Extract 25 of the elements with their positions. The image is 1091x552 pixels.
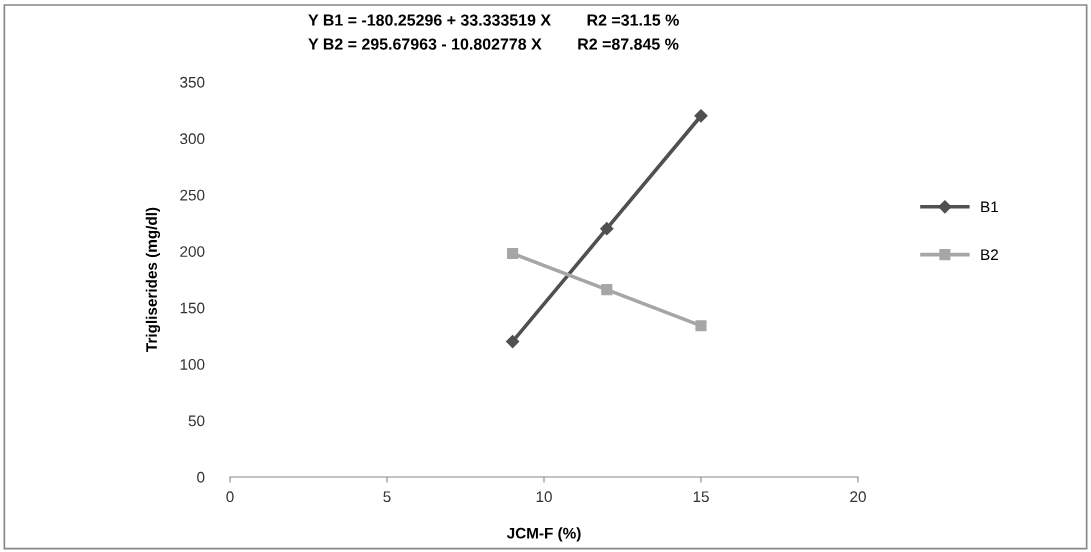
point xyxy=(600,222,614,236)
x-tick-label: 20 xyxy=(850,491,866,503)
y-tick-label: 350 xyxy=(180,76,205,88)
y-axis-title: Trigliserides (mg/dl) xyxy=(145,207,161,352)
y-tick-label: 150 xyxy=(180,302,205,314)
legend-label: B1 xyxy=(981,201,998,213)
y-tick-label: 100 xyxy=(180,359,205,370)
point xyxy=(507,247,519,260)
x-tick-label: 10 xyxy=(536,491,552,503)
x-tick-label: 5 xyxy=(383,491,391,503)
text: Y B1 = -180.25296 + 33.333519 X R2 =31.15 % xyxy=(308,14,679,26)
x-tick-label: 0 xyxy=(226,491,234,503)
y-tick-label: 200 xyxy=(180,246,205,257)
point xyxy=(601,284,613,296)
text: Y B2 = 295.67963 - 10.802778 X R2 =87.845 % xyxy=(308,38,679,50)
point xyxy=(506,334,520,349)
point xyxy=(694,109,708,123)
y-tick-label: 300 xyxy=(180,133,205,145)
x-tick-label: 15 xyxy=(693,491,709,503)
y-tick-label: 0 xyxy=(197,471,205,483)
x-axis-title: JCM-F (%) xyxy=(506,527,581,542)
y-tick-label: 50 xyxy=(188,415,205,427)
legend-label: B2 xyxy=(981,249,998,260)
y-tick-label: 250 xyxy=(180,189,205,201)
point xyxy=(695,320,707,332)
